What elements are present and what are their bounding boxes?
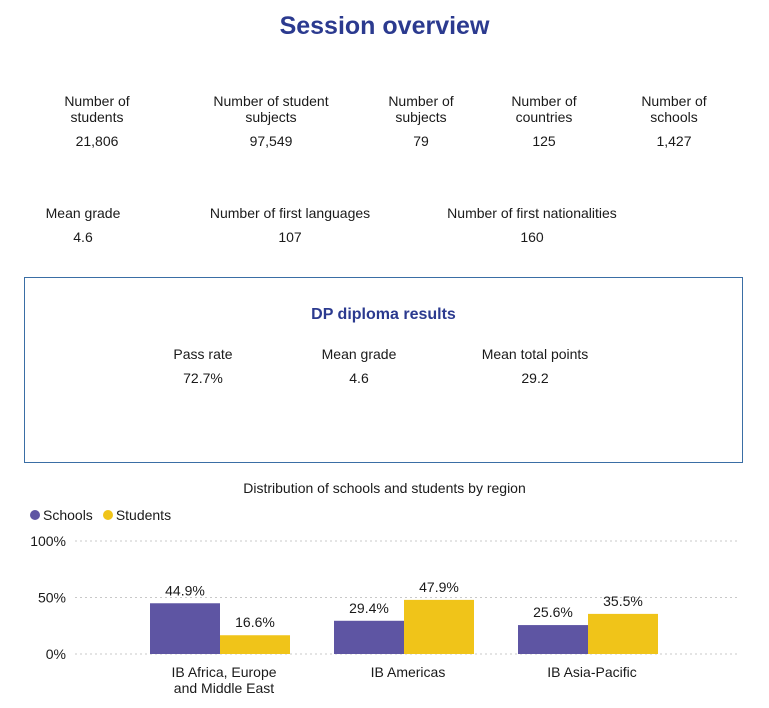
legend-swatch-students — [102, 510, 113, 520]
bar-data-label: 29.4% — [349, 600, 389, 616]
stat-value: 1,427 — [656, 133, 692, 149]
bar-data-label: 44.9% — [165, 582, 205, 598]
bar-students — [588, 613, 658, 654]
stat-label: Number of schools — [641, 93, 707, 125]
bar-students — [220, 635, 290, 654]
stat-label: Number of subjects — [388, 93, 454, 125]
bar-chart: 0% 50% 100% 44.9% 16.6% IB Africa, Europe and … — [30, 533, 738, 696]
y-tick-label: 50% — [38, 590, 66, 606]
stat-value: 160 — [520, 229, 544, 245]
stat-value: 29.2 — [521, 370, 549, 386]
dp-results-panel: DP diploma results Pass rate 72.7% Mean … — [24, 277, 743, 463]
y-tick-label: 0% — [46, 646, 66, 662]
stat-value: 97,549 — [249, 133, 293, 149]
stat-countries: Number of countries 125 — [498, 93, 590, 149]
x-tick-label: IB Asia-Pacific — [547, 664, 636, 680]
legend-swatch-schools — [30, 510, 40, 520]
stat-value: 4.6 — [73, 229, 93, 245]
stat-label: Number of first nationalities — [447, 205, 617, 221]
y-tick-label: 100% — [30, 533, 66, 549]
stat-value: 4.6 — [349, 370, 369, 386]
stat-first-nationalities: Number of first nationalities 160 — [425, 205, 639, 245]
chart-legend: Schools Students — [30, 507, 175, 523]
x-tick-label: IB Africa, Europe and Middle East — [171, 664, 276, 696]
legend-label: Students — [115, 507, 172, 523]
bar-schools — [518, 625, 588, 654]
bar-data-label: 16.6% — [235, 614, 275, 630]
stat-student-subjects: Number of student subjects 97,549 — [196, 93, 346, 149]
stat-label: Mean total points — [481, 346, 589, 362]
page-title: Session overview — [279, 12, 490, 40]
dp-mean-grade: Mean grade 4.6 — [309, 346, 409, 386]
stat-subjects: Number of subjects 79 — [375, 93, 467, 149]
bar-schools — [334, 620, 404, 654]
stat-value: 107 — [278, 229, 302, 245]
chart-title: Distribution of schools and students by … — [243, 480, 526, 496]
stat-mean-grade: Mean grade 4.6 — [33, 205, 133, 245]
stat-value: 72.7% — [183, 370, 223, 386]
dp-pass-rate: Pass rate 72.7% — [153, 346, 253, 386]
bar-schools — [150, 603, 220, 654]
stat-label: Number of first languages — [209, 205, 371, 221]
legend-item-students: Students — [102, 507, 172, 523]
stat-schools: Number of schools 1,427 — [628, 93, 720, 149]
stat-label: Number of student subjects — [213, 93, 329, 125]
legend-label: Schools — [43, 507, 93, 523]
bar-data-label: 47.9% — [419, 579, 459, 595]
stat-label: Pass rate — [173, 346, 233, 362]
dp-results-title: DP diploma results — [311, 306, 456, 323]
stat-students: Number of students 21,806 — [42, 93, 152, 149]
stat-label: Number of students — [64, 93, 130, 125]
dp-mean-total-points: Mean total points 29.2 — [465, 346, 605, 386]
x-tick-label: IB Americas — [371, 664, 446, 680]
stat-value: 21,806 — [75, 133, 119, 149]
stat-value: 125 — [532, 133, 556, 149]
bar-students — [404, 599, 474, 654]
bar-data-label: 25.6% — [533, 604, 573, 620]
stat-first-languages: Number of first languages 107 — [190, 205, 390, 245]
stat-value: 79 — [413, 133, 429, 149]
stat-label: Mean grade — [321, 346, 397, 362]
stat-label: Mean grade — [45, 205, 121, 221]
bar-data-label: 35.5% — [603, 593, 643, 609]
stat-label: Number of countries — [511, 93, 577, 125]
legend-item-schools: Schools — [30, 507, 93, 523]
